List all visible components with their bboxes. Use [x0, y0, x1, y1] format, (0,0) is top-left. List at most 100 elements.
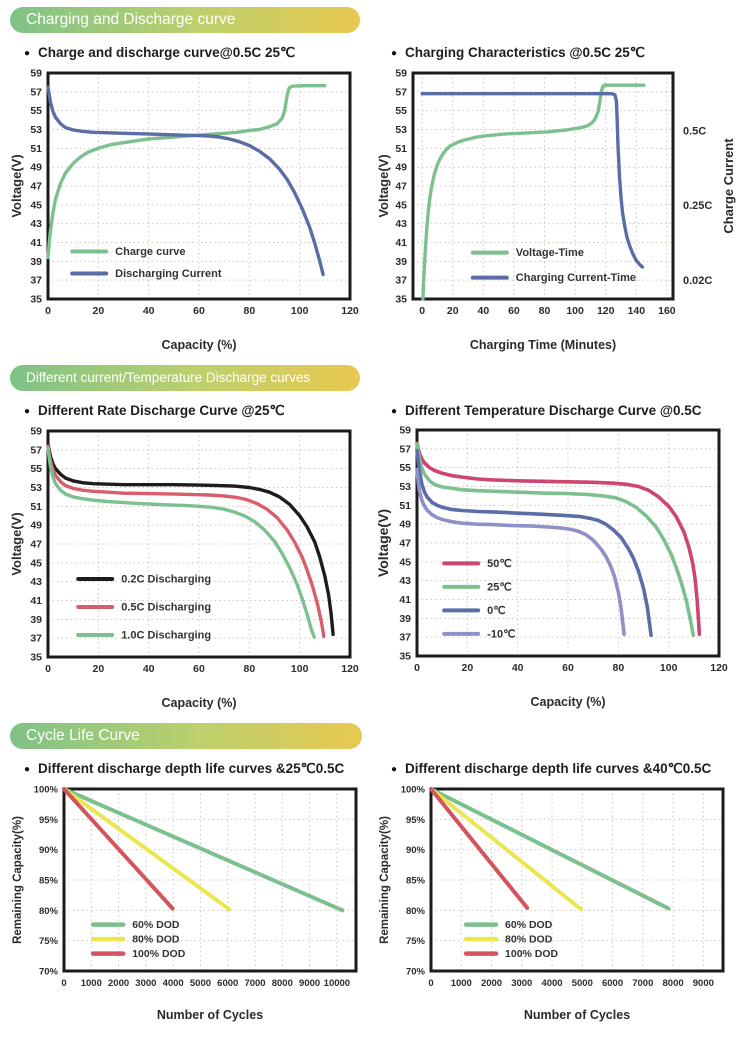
plot-frame [46, 429, 352, 659]
y-tick-label: 37 [399, 632, 411, 644]
section-rate-temperature-discharge: Different current/Temperature Discharge … [8, 365, 742, 713]
series-50℃ [415, 441, 702, 637]
y-tick-label: 59 [30, 426, 42, 438]
series-100% DOD [62, 787, 175, 911]
x-tick-label: 8000 [272, 978, 293, 989]
x-tick-label: 160 [658, 305, 676, 317]
legend-label-80% DOD: 80% DOD [505, 934, 553, 946]
y-tick-label: 57 [395, 86, 407, 98]
chart-title-rate-discharge: ● Different Rate Discharge Curve @25℃ [24, 403, 375, 419]
right-tick-label: 0.25C [683, 200, 712, 212]
x-tick-label: 20 [447, 305, 459, 317]
y-tick-label: 41 [399, 594, 411, 606]
y-tick-label: 39 [30, 256, 42, 268]
legend-label-Charging Current-Time: Charging Current-Time [516, 272, 636, 284]
x-tick-label: 3000 [511, 978, 532, 989]
x-tick-label: 6000 [602, 978, 623, 989]
series-100% DOD [429, 787, 530, 910]
y-tick-label: 51 [395, 143, 407, 155]
y-tick-label: 37 [30, 633, 42, 645]
legend-label--10℃: -10℃ [487, 628, 515, 640]
y-tick-label: 85% [406, 876, 426, 887]
y-tick-label: 95% [39, 815, 59, 826]
x-tick-label: 100 [660, 662, 678, 674]
y-tick-label: 43 [30, 218, 42, 230]
bullet-icon: ● [391, 47, 398, 59]
y-tick-label: 41 [30, 237, 42, 249]
y-axis-label: Voltage(V) [375, 509, 391, 577]
chart-block-life-25c: ● Different discharge depth life curves &… [8, 755, 375, 1025]
charts-row-2: ● Different Rate Discharge Curve @25℃ 0 20… [8, 397, 742, 713]
y-tick-label: 51 [399, 500, 411, 512]
y-tick-label: 41 [395, 237, 407, 249]
y-tick-label: 39 [395, 256, 407, 268]
y-tick-label: 45 [30, 199, 42, 211]
x-tick-label: 60 [193, 663, 205, 675]
plot-frame [411, 71, 675, 301]
y-tick-label: 59 [30, 68, 42, 80]
section-banner-charging-discharge: Charging and Discharge curve [10, 7, 360, 33]
y-tick-label: 80% [406, 906, 426, 917]
x-tick-label: 0 [45, 305, 51, 317]
series-Charge curve [46, 84, 327, 260]
x-tick-label: 100 [291, 305, 309, 317]
x-axis-label: Number of Cycles [157, 1008, 263, 1022]
y-tick-label: 51 [30, 501, 42, 513]
x-tick-label: 5000 [190, 978, 211, 989]
chart-title-life-40c: ● Different discharge depth life curves &… [391, 761, 742, 777]
y-tick-label: 39 [399, 613, 411, 625]
y-tick-label: 55 [395, 105, 407, 117]
x-tick-label: 40 [512, 662, 524, 674]
x-tick-label: 6000 [217, 978, 238, 989]
x-tick-label: 0 [419, 305, 425, 317]
series-0.2C Discharging [46, 442, 335, 637]
chart-canvas-temperature-discharge: 0 20 40 60 80 100 120 35 37 39 41 43 45 47 49 51 53 55 57 5… [375, 425, 728, 710]
series-Voltage-Time [421, 83, 646, 301]
y-tick-label: 49 [30, 162, 42, 174]
x-tick-label: 40 [143, 305, 155, 317]
x-tick-label: 60 [562, 662, 574, 674]
series--10℃ [415, 467, 626, 637]
x-tick-label: 120 [341, 305, 359, 317]
chart-block-life-40c: ● Different discharge depth life curves &… [375, 755, 742, 1025]
y-tick-label: 95% [406, 815, 426, 826]
y-tick-label: 45 [30, 557, 42, 569]
section-banner-rate-temperature: Different current/Temperature Discharge … [10, 365, 360, 391]
x-tick-label: 20 [92, 305, 104, 317]
series-0℃ [415, 448, 653, 638]
y-tick-label: 47 [399, 538, 411, 550]
series-Discharging Current [46, 85, 325, 277]
series-Charging Current-Time [420, 92, 645, 269]
y-tick-label: 47 [30, 181, 42, 193]
x-tick-label: 0 [45, 663, 51, 675]
chart-title-text: Different Rate Discharge Curve @25℃ [38, 403, 285, 418]
chart-title-temperature-discharge: ● Different Temperature Discharge Curve @… [391, 403, 742, 418]
section-cycle-life: Cycle Life Curve ● Different discharge de… [8, 723, 742, 1025]
x-tick-label: 60 [193, 305, 205, 317]
plot-frame [46, 71, 352, 301]
y-tick-label: 35 [399, 651, 411, 663]
y-tick-label: 55 [399, 462, 411, 474]
x-axis-label: Number of Cycles [524, 1008, 630, 1022]
chart-title-life-25c: ● Different discharge depth life curves &… [24, 761, 375, 777]
section-charge-discharge: Charging and Discharge curve ● Charge and… [8, 7, 742, 355]
series-25℃ [415, 442, 696, 638]
x-tick-label: 20 [92, 663, 104, 675]
y-tick-label: 35 [395, 294, 407, 306]
chart-title-charge-discharge: ● Charge and discharge curve@0.5C 25℃ [24, 45, 375, 61]
y-tick-label: 43 [399, 575, 411, 587]
y-tick-label: 41 [30, 595, 42, 607]
right-axis-label: Charge Current [721, 138, 736, 234]
y-tick-label: 55 [30, 105, 42, 117]
legend-label-100% DOD: 100% DOD [505, 948, 559, 960]
x-tick-label: 2000 [108, 978, 129, 989]
x-tick-label: 4000 [541, 978, 562, 989]
x-tick-label: 2000 [481, 978, 502, 989]
x-tick-label: 60 [508, 305, 520, 317]
bullet-icon: ● [391, 405, 398, 417]
x-tick-label: 7000 [244, 978, 265, 989]
y-axis-label: Voltage(V) [9, 512, 24, 575]
x-tick-label: 4000 [163, 978, 184, 989]
y-tick-label: 100% [401, 785, 426, 796]
